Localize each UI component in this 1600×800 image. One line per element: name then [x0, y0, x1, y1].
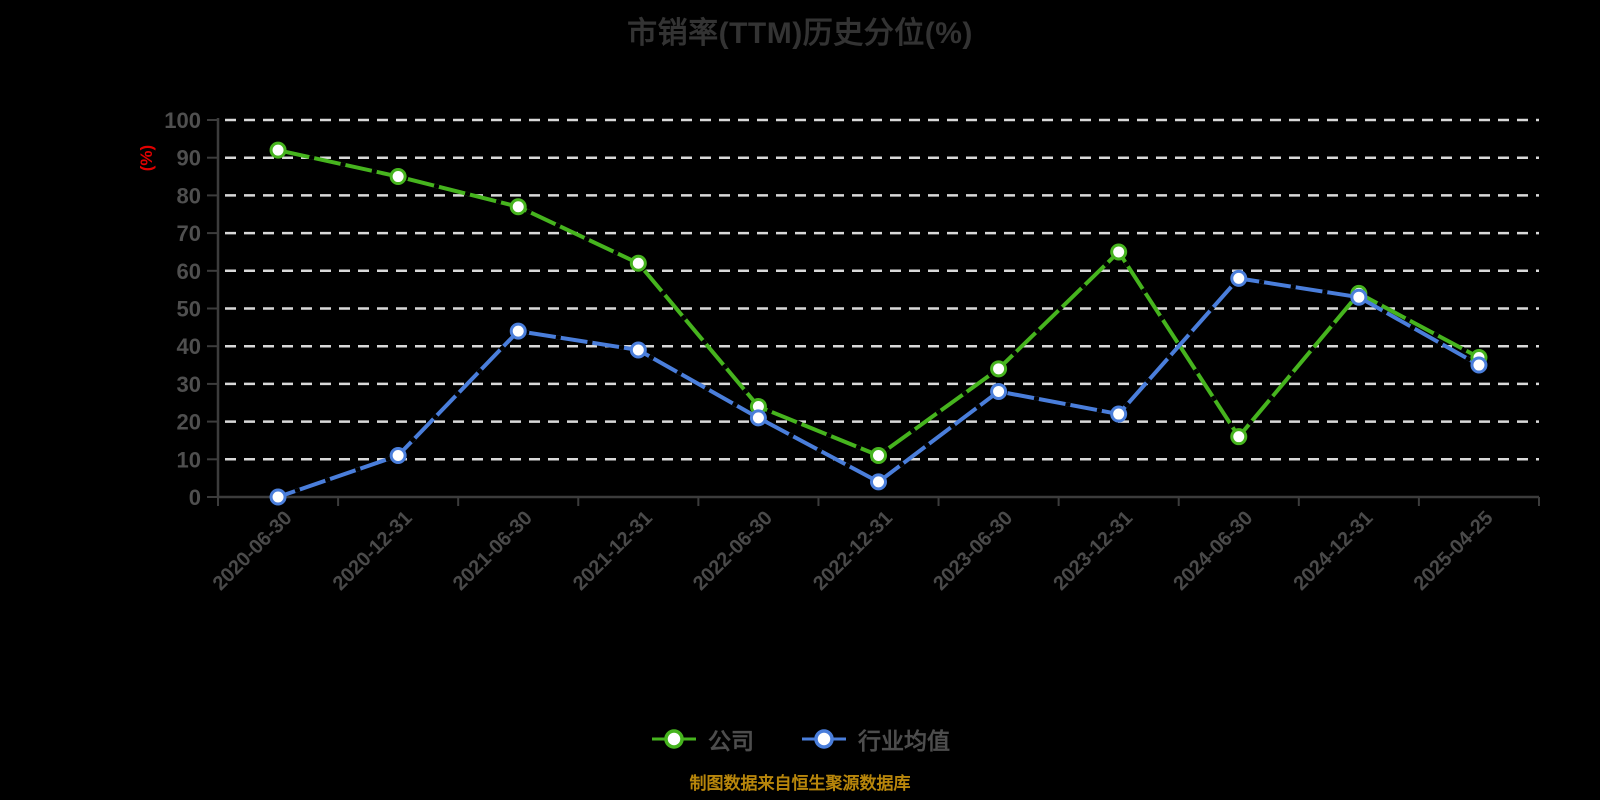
- data-point-company[interactable]: [389, 168, 407, 186]
- data-point-company[interactable]: [1110, 243, 1128, 261]
- chart-title: 市销率(TTM)历史分位(%): [627, 17, 973, 50]
- y-tick-label: 10: [177, 447, 201, 472]
- data-point-company[interactable]: [990, 360, 1008, 378]
- data-point-industry-average[interactable]: [870, 473, 887, 491]
- data-point-industry-average[interactable]: [1230, 269, 1248, 287]
- x-tick-label: 2023-06-30: [929, 507, 1017, 595]
- y-tick-label: 0: [189, 485, 201, 510]
- legend-item-company[interactable]: 公司: [650, 722, 754, 756]
- y-tick-label: 70: [177, 221, 201, 246]
- y-tick-label: 40: [177, 334, 201, 359]
- data-point-industry-average[interactable]: [1110, 405, 1128, 423]
- x-tick-label: 2025-04-25: [1410, 507, 1498, 595]
- series-line-industry-average: [276, 276, 1481, 499]
- legend-label-company: 公司: [708, 728, 754, 754]
- y-tick-label: 100: [164, 108, 201, 133]
- y-tick-label: 20: [177, 410, 201, 435]
- legend-marker-industry-average-icon: [802, 729, 846, 749]
- data-point-company[interactable]: [1230, 428, 1248, 446]
- data-point-industry-average[interactable]: [1350, 288, 1368, 306]
- y-tick-label: 60: [177, 259, 201, 284]
- x-tick-label: 2024-06-30: [1169, 507, 1257, 595]
- data-point-industry-average[interactable]: [1470, 356, 1488, 374]
- data-point-company[interactable]: [509, 198, 527, 216]
- data-point-industry-average[interactable]: [749, 409, 767, 427]
- legend-marker-company-icon: [652, 729, 696, 749]
- y-tick-label: 90: [177, 146, 201, 171]
- legend-label-industry-average: 行业均值: [858, 728, 950, 754]
- data-point-industry-average[interactable]: [509, 322, 527, 340]
- data-source-note: 制图数据来自恒生聚源数据库: [689, 774, 911, 793]
- data-point-industry-average[interactable]: [269, 488, 287, 506]
- x-tick-label: 2021-06-30: [449, 507, 537, 595]
- x-tick-label: 2022-06-30: [689, 507, 777, 595]
- y-tick-label: 50: [177, 297, 201, 322]
- data-point-company[interactable]: [870, 447, 887, 465]
- data-point-company[interactable]: [629, 254, 647, 272]
- x-tick-label: 2021-12-31: [569, 507, 657, 595]
- data-point-company[interactable]: [269, 141, 287, 159]
- data-point-industry-average[interactable]: [990, 382, 1008, 400]
- y-tick-label: 80: [177, 183, 201, 208]
- data-point-industry-average[interactable]: [389, 447, 407, 465]
- legend-item-industry-average[interactable]: 行业均值: [800, 722, 950, 756]
- legend: 公司 行业均值: [0, 722, 1600, 756]
- x-tick-label: 2022-12-31: [809, 507, 897, 595]
- data-point-industry-average[interactable]: [629, 341, 647, 359]
- y-axis-unit-label: (%): [137, 145, 156, 171]
- y-tick-label: 30: [177, 372, 201, 397]
- x-tick-label: 2020-12-31: [329, 507, 417, 595]
- series-dash-overlay-industry-average: [277, 276, 1480, 499]
- x-tick-label: 2024-12-31: [1289, 507, 1377, 595]
- x-tick-label: 2020-06-30: [209, 507, 297, 595]
- x-tick-label: 2023-12-31: [1049, 507, 1137, 595]
